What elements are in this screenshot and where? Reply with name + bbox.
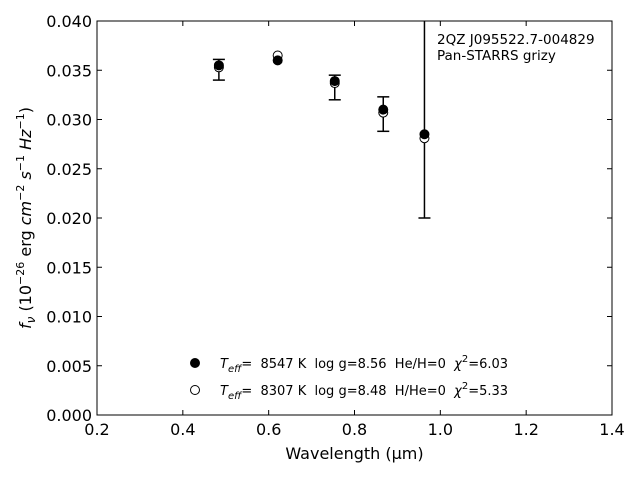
- point-filled: [378, 104, 389, 115]
- y-tick-label: 0.030: [46, 111, 92, 130]
- legend-label-db: Teff= 8307 K log g=8.48 H/He=0 χ2=5.33: [220, 381, 508, 402]
- point-filled: [419, 129, 430, 140]
- x-axis-label: Wavelength (μm): [285, 444, 423, 463]
- point-filled: [329, 76, 340, 87]
- y-tick-label: 0.005: [46, 357, 92, 376]
- x-axis-ticks: 0.2 0.4 0.6 0.8 1.0 1.2 1.4: [84, 21, 625, 439]
- x-tick-label: 1.2: [513, 420, 538, 439]
- y-tick-label: 0.020: [46, 209, 92, 228]
- y-tick-label: 0.025: [46, 160, 92, 179]
- y-axis-ticks: 0.000 0.005 0.010 0.015 0.020 0.025 0.030 0.035…: [46, 12, 612, 425]
- y-axis-label: fν (10−26 erg cm−2 s−1 Hz−1): [14, 107, 38, 329]
- y-tick-label: 0.000: [46, 406, 92, 425]
- legend: Teff= 8547 K log g=8.56 He/H=0 χ2=6.03 T…: [190, 354, 508, 402]
- error-bars: [212, 21, 431, 219]
- point-filled: [213, 60, 224, 71]
- x-tick-label: 1.4: [599, 420, 624, 439]
- x-tick-label: 1.0: [428, 420, 453, 439]
- point-filled: [272, 55, 283, 66]
- annotation-survey: Pan-STARRS grizy: [437, 48, 556, 64]
- plot-frame: [96, 20, 613, 416]
- legend-label-da: Teff= 8547 K log g=8.56 He/H=0 χ2=6.03: [220, 354, 508, 375]
- x-tick-label: 0.8: [342, 420, 367, 439]
- x-tick-label: 0.4: [170, 420, 195, 439]
- x-tick-label: 0.2: [84, 420, 109, 439]
- legend-marker-filled: [190, 358, 200, 368]
- y-tick-label: 0.015: [46, 258, 92, 277]
- y-tick-label: 0.035: [46, 61, 92, 80]
- y-tick-label: 0.040: [46, 12, 92, 31]
- legend-marker-open: [190, 385, 200, 395]
- y-tick-label: 0.010: [46, 308, 92, 327]
- data-points: [213, 50, 430, 144]
- annotation-object: 2QZ J095522.7-004829: [437, 32, 595, 48]
- x-tick-label: 0.6: [256, 420, 281, 439]
